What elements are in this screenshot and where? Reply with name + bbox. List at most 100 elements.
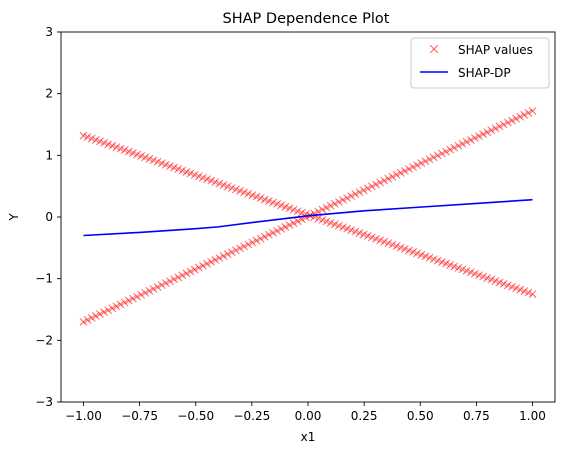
shap-value-marker [388,172,397,181]
shap-value-marker [483,128,492,137]
shap-value-marker [417,159,426,168]
shap-value-marker [334,197,343,206]
shap-value-marker [268,228,277,237]
shap-value-marker [137,290,146,299]
y-tick-label: 0 [45,210,53,224]
shap-value-marker [433,151,442,160]
shap-value-marker [256,234,265,243]
x-tick-label: 1.00 [519,409,546,423]
shap-value-marker [289,219,298,228]
shap-value-marker [376,178,385,187]
shap-value-marker [479,130,488,139]
chart-title: SHAP Dependence Plot [223,11,390,27]
shap-value-marker [462,137,471,146]
shap-value-marker [524,108,533,117]
shap-value-marker [507,116,516,125]
shap-value-marker [466,135,475,144]
shap-value-marker [400,166,409,175]
x-tick-label: 0.75 [463,409,490,423]
shap-value-marker [277,224,286,233]
shap-value-marker [384,174,393,183]
shap-value-marker [392,170,401,179]
shap-value-marker [182,269,191,278]
shap-value-marker [153,283,162,291]
legend-box [410,37,550,89]
x-tick-label: 0.00 [295,409,322,423]
shap-value-marker [203,259,212,268]
shap-value-marker [170,275,179,284]
shap-value-marker [236,244,245,253]
shap-value-marker [470,134,479,143]
shap-value-marker [458,139,467,148]
shap-value-marker [112,302,121,311]
legend-label-shap-dp: SHAP-DP [458,66,511,80]
shap-value-marker [322,203,331,212]
legend: SHAP values SHAP-DP [410,37,550,89]
shap-value-marker [128,294,137,303]
shap-value-marker [512,114,521,123]
shap-value-marker [207,257,216,266]
x-tick-label: 0.50 [407,409,434,423]
shap-value-marker [293,217,302,226]
shap-value-marker [260,232,269,241]
shap-value-marker [240,242,249,251]
shap-value-marker [499,120,508,129]
shap-value-marker [174,273,183,282]
shap-value-marker [133,292,142,301]
y-tick-label: 2 [45,87,53,101]
shap-value-marker [95,310,104,319]
shap-value-marker [413,161,422,170]
y-tick-label: −2 [35,333,53,347]
shap-value-marker [194,263,203,272]
shap-value-marker [363,184,372,193]
x-tick-label: 0.25 [351,409,378,423]
shap-value-marker [495,122,504,131]
shap-value-marker [425,155,434,164]
shap-value-marker [491,124,500,133]
legend-marker-shap-values [429,44,439,54]
shap-value-marker [285,221,294,230]
shap-value-marker [503,118,512,127]
shap-value-marker [120,298,129,307]
shap-value-marker [474,132,483,141]
shap-value-marker [367,182,376,191]
shap-value-marker [178,271,187,280]
shap-value-marker [528,290,537,299]
shap-value-marker [231,246,240,255]
legend-x-marker [429,44,439,54]
shap-value-marker [355,188,364,197]
shap-value-marker [429,153,438,162]
y-tick-label: −1 [35,272,53,286]
y-axis: −3 −2 −1 0 1 2 3 [35,25,61,409]
y-tick-label: 3 [45,25,53,39]
shap-value-marker [198,261,207,270]
shap-value-marker [264,230,273,239]
shap-value-marker [100,308,109,317]
shap-value-marker [161,279,170,288]
shap-value-marker [211,255,220,264]
shap-value-marker [165,277,174,286]
legend-label-shap-values: SHAP values [458,43,533,57]
shap-value-marker [421,157,430,166]
shap-value-marker [141,288,150,297]
shap-value-marker [371,180,380,189]
shap-value-marker [91,312,100,321]
shap-value-marker [186,267,195,276]
shap-value-marker [380,176,389,185]
plot-area [79,106,537,326]
y-tick-label: −3 [35,395,53,409]
shap-value-marker [437,149,446,158]
shap-value-marker [396,168,405,177]
shap-value-marker [273,226,282,235]
shap-value-marker [528,106,537,115]
y-tick-label: 1 [45,148,53,162]
shap-value-marker [351,190,360,199]
shap-value-marker [520,110,529,119]
shap-value-marker [450,143,459,152]
shap-value-marker [446,145,455,154]
shap-value-marker [516,112,525,121]
shap-value-marker [252,236,261,245]
shap-value-marker [79,317,88,326]
x-tick-label: −1.00 [65,409,102,423]
